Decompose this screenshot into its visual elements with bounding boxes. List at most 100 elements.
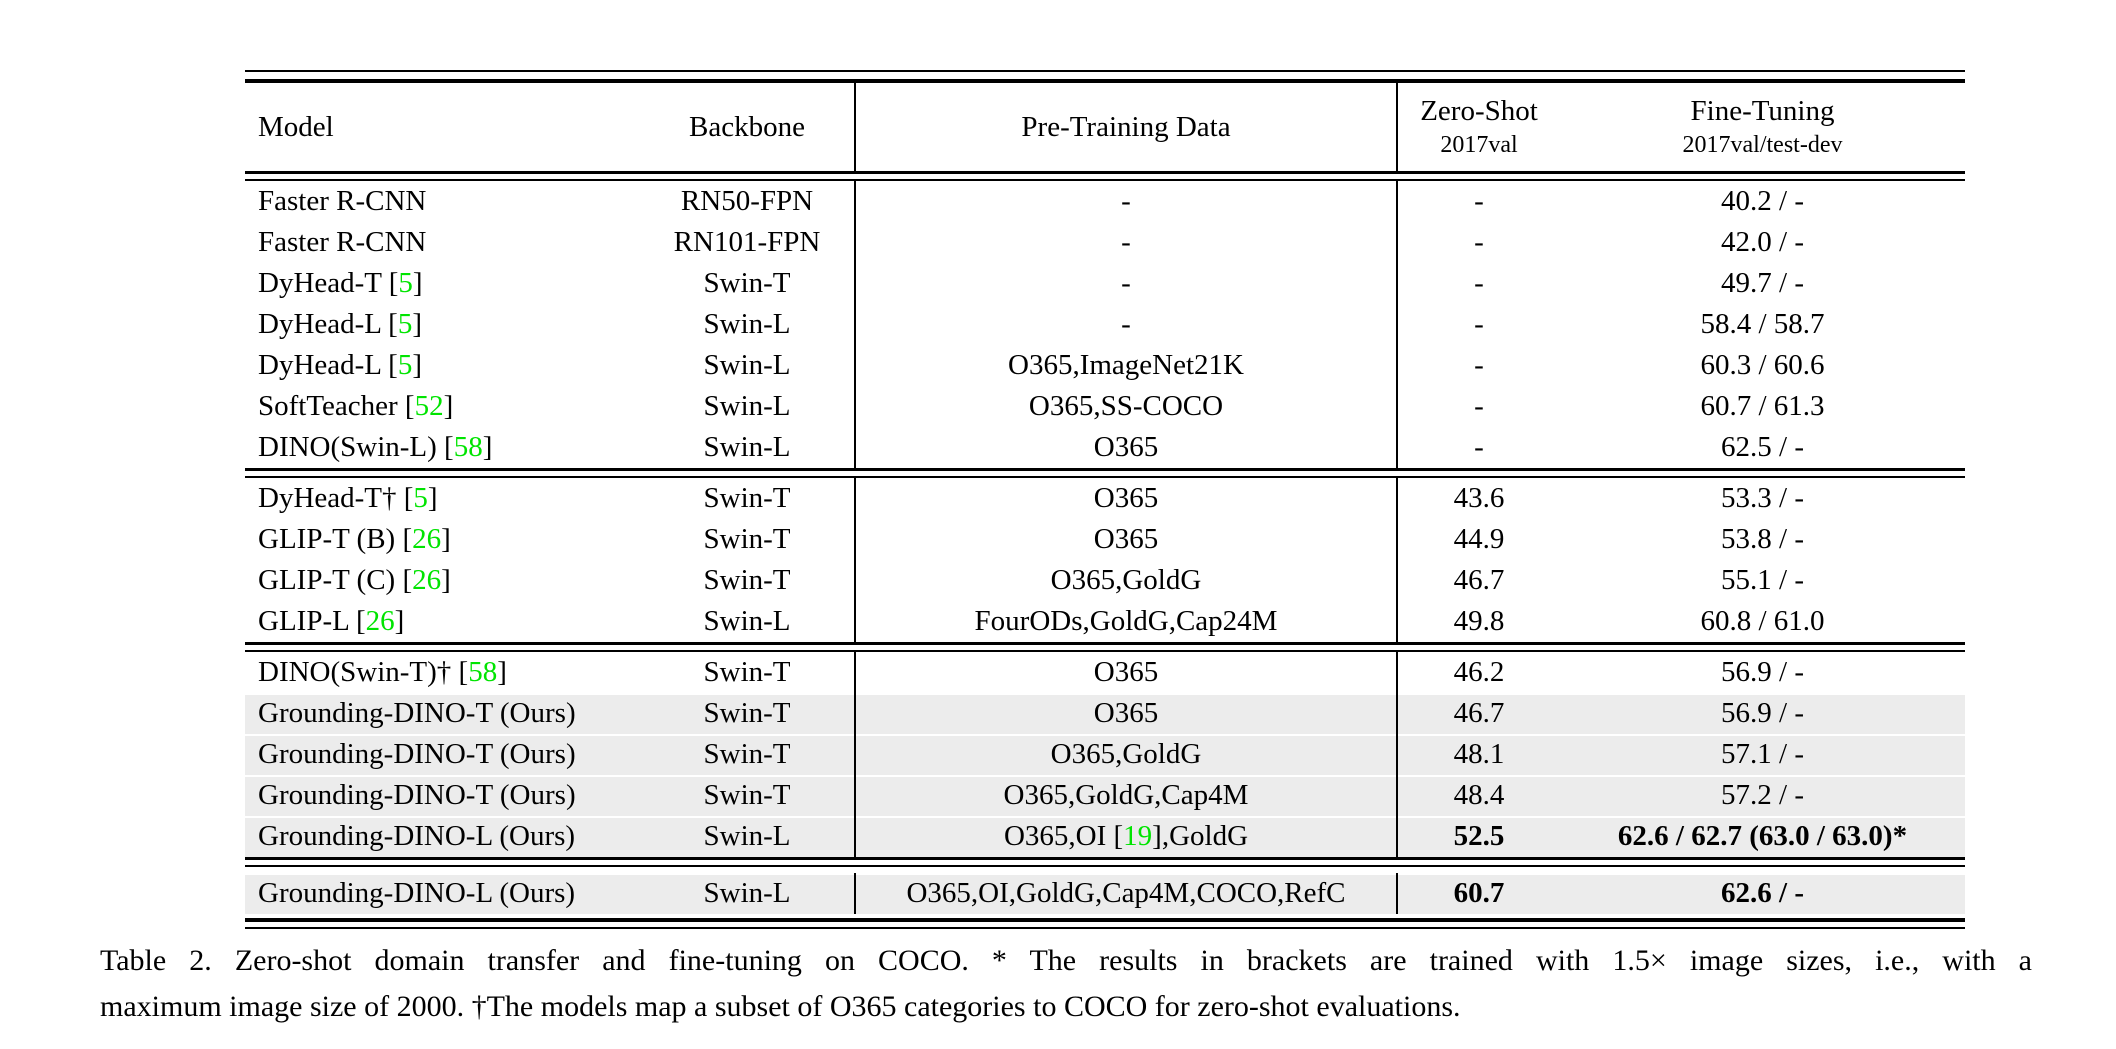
backbone-cell: Swin-L	[640, 873, 856, 914]
zero-shot-value-cell: 60.7	[1398, 873, 1560, 914]
fine-tuning-value-cell: 53.3 / -	[1560, 478, 1965, 519]
zero-shot-value: -	[1474, 431, 1484, 463]
model-name: DyHead-L [	[258, 349, 398, 381]
model-name: Grounding-DINO-T (Ours)	[258, 697, 576, 729]
model-name-suffix: ]	[497, 656, 507, 688]
model-name: GLIP-L [	[258, 605, 366, 637]
group-separator-rule	[245, 642, 1965, 652]
fine-tuning-value: 62.6 / 62.7 (63.0 / 63.0)*	[1617, 820, 1908, 852]
citation-number: 5	[397, 308, 413, 340]
table-row: DINO(Swin-L) [58] Swin-L O365 - 62.5 / -	[245, 427, 1965, 468]
model-cell: Grounding-DINO-L (Ours)	[245, 816, 640, 857]
fine-tuning-value: 60.3 / 60.6	[1700, 349, 1825, 381]
model-cell: DINO(Swin-L) [58]	[245, 427, 640, 468]
zero-shot-value-cell: -	[1398, 263, 1560, 304]
backbone-value: Swin-T	[703, 564, 791, 596]
fine-tuning-value: 60.8 / 61.0	[1700, 605, 1825, 637]
zero-shot-value: -	[1474, 267, 1484, 299]
backbone-value: Swin-T	[703, 523, 791, 555]
group-separator-rule	[245, 468, 1965, 478]
table-top-rule	[245, 70, 1965, 83]
fine-tuning-column-header: Fine-Tuning 2017val/test-dev	[1560, 83, 1965, 171]
zero-shot-header-subtitle: 2017val	[1440, 131, 1518, 158]
zero-shot-value-cell: -	[1398, 181, 1560, 222]
backbone-cell: Swin-T	[640, 775, 856, 816]
pretraining-value: -	[1121, 308, 1131, 340]
pretraining-value: O365	[1093, 697, 1159, 729]
citation-number: 5	[398, 267, 413, 299]
fine-tuning-value: 58.4 / 58.7	[1700, 308, 1825, 340]
fine-tuning-value-cell: 62.6 / -	[1560, 873, 1965, 914]
table-row: Grounding-DINO-T (Ours) Swin-T O365 46.7…	[245, 693, 1965, 734]
fine-tuning-value-cell: 62.6 / 62.7 (63.0 / 63.0)*	[1560, 816, 1965, 857]
citation-number: 26	[365, 605, 395, 637]
backbone-value: RN50-FPN	[680, 185, 814, 217]
backbone-cell: Swin-T	[640, 652, 856, 693]
model-name: DyHead-L [	[258, 308, 398, 340]
group-separator-rule	[245, 857, 1965, 867]
table-row: Grounding-DINO-L (Ours) Swin-L O365,OI,G…	[245, 873, 1965, 914]
model-cell: DyHead-L [5]	[245, 304, 640, 345]
zero-shot-value-cell: 44.9	[1398, 519, 1560, 560]
zero-shot-value-cell: 48.1	[1398, 734, 1560, 775]
table-row: GLIP-L [26] Swin-L FourODs,GoldG,Cap24M …	[245, 601, 1965, 642]
pretraining-value-suffix: ],GoldG	[1152, 820, 1249, 852]
model-name: DyHead-T† [	[258, 482, 414, 514]
zero-shot-value: 60.7	[1453, 877, 1505, 909]
citation-number: 5	[397, 349, 413, 381]
backbone-cell: Swin-L	[640, 386, 856, 427]
fine-tuning-value: 57.2 / -	[1721, 779, 1804, 811]
model-cell: Grounding-DINO-T (Ours)	[245, 734, 640, 775]
pretraining-data-cell: O365,GoldG	[856, 734, 1398, 775]
fine-tuning-value-cell: 42.0 / -	[1560, 222, 1965, 263]
zero-shot-value-cell: -	[1398, 304, 1560, 345]
pretraining-data-cell: O365	[856, 478, 1398, 519]
model-name-suffix: ]	[427, 482, 438, 514]
zero-shot-value: 52.5	[1453, 820, 1505, 852]
fine-tuning-value-cell: 62.5 / -	[1560, 427, 1965, 468]
zero-shot-value-cell: 52.5	[1398, 816, 1560, 857]
caption-line-1: Table 2. Zero-shot domain transfer and f…	[100, 944, 2032, 977]
backbone-header-label: Backbone	[689, 110, 805, 143]
table-row: Grounding-DINO-T (Ours) Swin-T O365,Gold…	[245, 775, 1965, 816]
zero-shot-value-cell: -	[1398, 222, 1560, 263]
pretraining-data-cell: O365,ImageNet21K	[856, 345, 1398, 386]
table-row: SoftTeacher [52] Swin-L O365,SS-COCO - 6…	[245, 386, 1965, 427]
model-name: Grounding-DINO-L (Ours)	[258, 820, 576, 852]
pretraining-value: O365,ImageNet21K	[1008, 349, 1244, 381]
backbone-value: Swin-T	[703, 697, 791, 729]
fine-tuning-value-cell: 60.7 / 61.3	[1560, 386, 1965, 427]
backbone-cell: Swin-T	[640, 560, 856, 601]
pretraining-value: -	[1121, 226, 1131, 258]
zero-shot-value: -	[1474, 349, 1484, 381]
fine-tuning-value: 62.6 / -	[1721, 877, 1804, 909]
fine-tuning-value-cell: 60.8 / 61.0	[1560, 601, 1965, 642]
backbone-value: Swin-L	[703, 431, 791, 463]
model-name: GLIP-T (B) [	[258, 523, 413, 555]
pretraining-value: O365,GoldG,Cap4M	[1003, 779, 1249, 811]
zero-shot-value: 48.4	[1453, 779, 1505, 811]
model-name-suffix: ]	[412, 308, 423, 340]
model-name-suffix: ]	[482, 431, 493, 463]
fine-tuning-value-cell: 53.8 / -	[1560, 519, 1965, 560]
backbone-cell: Swin-L	[640, 304, 856, 345]
table-row: DyHead-T† [5] Swin-T O365 43.6 53.3 / -	[245, 478, 1965, 519]
citation-number: 58	[468, 656, 498, 688]
table-row: Grounding-DINO-L (Ours) Swin-L O365,OI […	[245, 816, 1965, 857]
fine-tuning-value: 49.7 / -	[1721, 267, 1804, 299]
model-cell: GLIP-L [26]	[245, 601, 640, 642]
citation-number: 5	[413, 482, 428, 514]
pretraining-data-cell: O365	[856, 427, 1398, 468]
pretraining-data-cell: O365,SS-COCO	[856, 386, 1398, 427]
model-cell: DyHead-T† [5]	[245, 478, 640, 519]
pretraining-value: O365,SS-COCO	[1028, 390, 1224, 422]
model-name: DINO(Swin-T)† [	[258, 656, 469, 688]
zero-shot-value-cell: -	[1398, 386, 1560, 427]
fine-tuning-value: 53.3 / -	[1721, 482, 1804, 514]
model-column-header: Model	[245, 83, 640, 171]
zero-shot-value: -	[1474, 390, 1484, 422]
pretraining-data-cell: FourODs,GoldG,Cap24M	[856, 601, 1398, 642]
table-bottom-rule	[245, 918, 1965, 929]
pretraining-value: O365	[1093, 482, 1159, 514]
table-caption: Table 2. Zero-shot domain transfer and f…	[100, 938, 2032, 1030]
